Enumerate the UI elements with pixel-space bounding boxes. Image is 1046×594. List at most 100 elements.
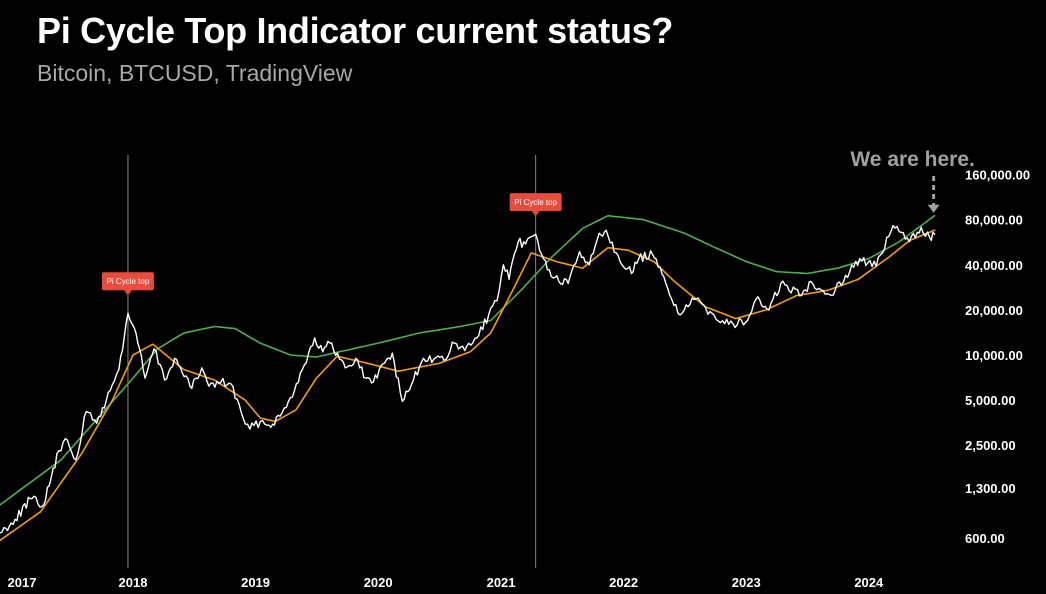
pi-cycle-top-box xyxy=(509,193,562,212)
data-point-price-4 xyxy=(43,504,44,505)
y-tick-label: 40,000.00 xyxy=(965,258,1023,273)
data-point-price-5 xyxy=(58,450,59,451)
data-point-price-35 xyxy=(365,378,366,379)
data-point-ma-long-19 xyxy=(643,219,644,220)
data-point-price-53 xyxy=(535,234,536,235)
data-point-price-48 xyxy=(496,300,497,301)
data-point-price-2 xyxy=(15,519,16,520)
data-point-price-3 xyxy=(30,498,31,499)
data-point-ma-long-25 xyxy=(837,268,838,269)
data-point-price-61 xyxy=(616,252,617,253)
data-point-price-75 xyxy=(810,281,811,282)
data-point-price-25 xyxy=(260,421,261,422)
data-point-ma-short-22 xyxy=(556,261,557,262)
data-point-ma-long-12 xyxy=(418,333,419,334)
data-point-ma-long-15 xyxy=(520,290,521,291)
data-point-price-38 xyxy=(392,353,393,354)
data-point-price-13 xyxy=(135,333,136,334)
data-point-price-80 xyxy=(892,225,893,226)
data-point-price-24 xyxy=(249,429,250,430)
data-point-price-39 xyxy=(402,401,403,402)
data-point-price-62 xyxy=(631,273,632,274)
data-point-price-41 xyxy=(423,358,424,359)
data-point-price-32 xyxy=(329,343,330,344)
data-point-ma-short-27 xyxy=(674,281,675,282)
data-point-ma-short-10 xyxy=(260,417,261,418)
data-point-price-58 xyxy=(589,264,590,265)
data-point-ma-short-14 xyxy=(337,356,338,357)
data-point-ma-short-34 xyxy=(888,257,889,258)
data-point-ma-short-33 xyxy=(858,279,859,280)
data-point-price-12 xyxy=(127,313,128,314)
data-point-ma-long-6 xyxy=(214,326,215,327)
data-point-ma-short-2 xyxy=(40,511,41,512)
we-are-here-arrow-head xyxy=(927,204,940,213)
data-point-ma-short-7 xyxy=(183,369,184,370)
y-tick-label: 5,000.00 xyxy=(965,393,1016,408)
data-point-price-70 xyxy=(745,322,746,323)
data-point-ma-short-9 xyxy=(245,400,246,401)
x-tick-label: 2024 xyxy=(854,575,884,590)
pi-cycle-top-label: Pi Cycle top xyxy=(514,198,557,207)
data-point-price-42 xyxy=(433,358,434,359)
data-point-price-20 xyxy=(208,386,209,387)
data-point-ma-long-21 xyxy=(715,247,716,248)
data-point-price-34 xyxy=(355,358,356,359)
data-point-ma-long-2 xyxy=(61,459,62,460)
series-line-ma-long xyxy=(0,214,936,506)
data-point-price-59 xyxy=(599,233,600,234)
data-point-price-22 xyxy=(231,383,232,384)
data-point-price-11 xyxy=(118,369,119,370)
data-point-price-56 xyxy=(568,283,569,284)
data-point-price-83 xyxy=(929,237,930,238)
y-tick-label: 20,000.00 xyxy=(965,303,1023,318)
data-point-price-73 xyxy=(780,283,781,284)
data-point-price-76 xyxy=(831,295,832,296)
data-point-price-45 xyxy=(464,350,465,351)
data-point-price-21 xyxy=(220,381,221,382)
data-point-ma-short-15 xyxy=(367,363,368,364)
data-point-price-18 xyxy=(191,388,192,389)
x-tick-label: 2023 xyxy=(732,575,761,590)
data-point-price-44 xyxy=(454,343,455,344)
data-point-ma-long-16 xyxy=(551,257,552,258)
data-point-price-26 xyxy=(268,425,269,426)
data-point-price-40 xyxy=(413,380,414,381)
chart-subtitle: Bitcoin, BTCUSD, TradingView xyxy=(37,60,353,86)
data-point-ma-short-26 xyxy=(653,261,654,262)
data-point-price-50 xyxy=(509,279,510,280)
data-point-ma-short-4 xyxy=(112,400,113,401)
data-point-price-66 xyxy=(680,314,681,315)
x-tick-label: 2019 xyxy=(241,575,270,590)
data-point-price-84 xyxy=(934,234,935,235)
pi-cycle-top-marker-1: Pi Cycle top xyxy=(101,272,154,296)
data-point-price-17 xyxy=(174,358,175,359)
data-point-price-82 xyxy=(921,227,922,228)
data-point-price-6 xyxy=(67,440,68,441)
data-point-price-16 xyxy=(164,380,165,381)
data-point-price-68 xyxy=(709,311,710,312)
data-point-price-47 xyxy=(488,314,489,315)
data-point-price-78 xyxy=(859,258,860,259)
data-point-price-10 xyxy=(110,390,111,391)
data-point-price-43 xyxy=(443,360,444,361)
pi-cycle-top-pointer xyxy=(531,211,540,217)
we-are-here-annotation: We are here. xyxy=(850,148,975,171)
data-point-price-71 xyxy=(755,299,756,300)
data-point-ma-short-32 xyxy=(827,290,828,291)
chart-title: Pi Cycle Top Indicator current status? xyxy=(37,10,674,51)
data-point-price-9 xyxy=(96,423,97,424)
data-point-price-8 xyxy=(86,411,87,412)
data-point-ma-short-25 xyxy=(628,250,629,251)
data-point-ma-long-10 xyxy=(316,356,317,357)
data-point-ma-short-23 xyxy=(582,268,583,269)
data-point-ma-long-11 xyxy=(378,343,379,344)
data-point-price-51 xyxy=(518,241,519,242)
x-tick-label: 2017 xyxy=(8,575,37,590)
x-tick-label: 2022 xyxy=(609,575,638,590)
data-point-ma-long-13 xyxy=(460,326,461,327)
data-point-ma-long-23 xyxy=(776,271,777,272)
data-point-price-28 xyxy=(290,397,291,398)
data-point-price-36 xyxy=(373,381,374,382)
y-tick-label: 2,500.00 xyxy=(965,438,1016,453)
